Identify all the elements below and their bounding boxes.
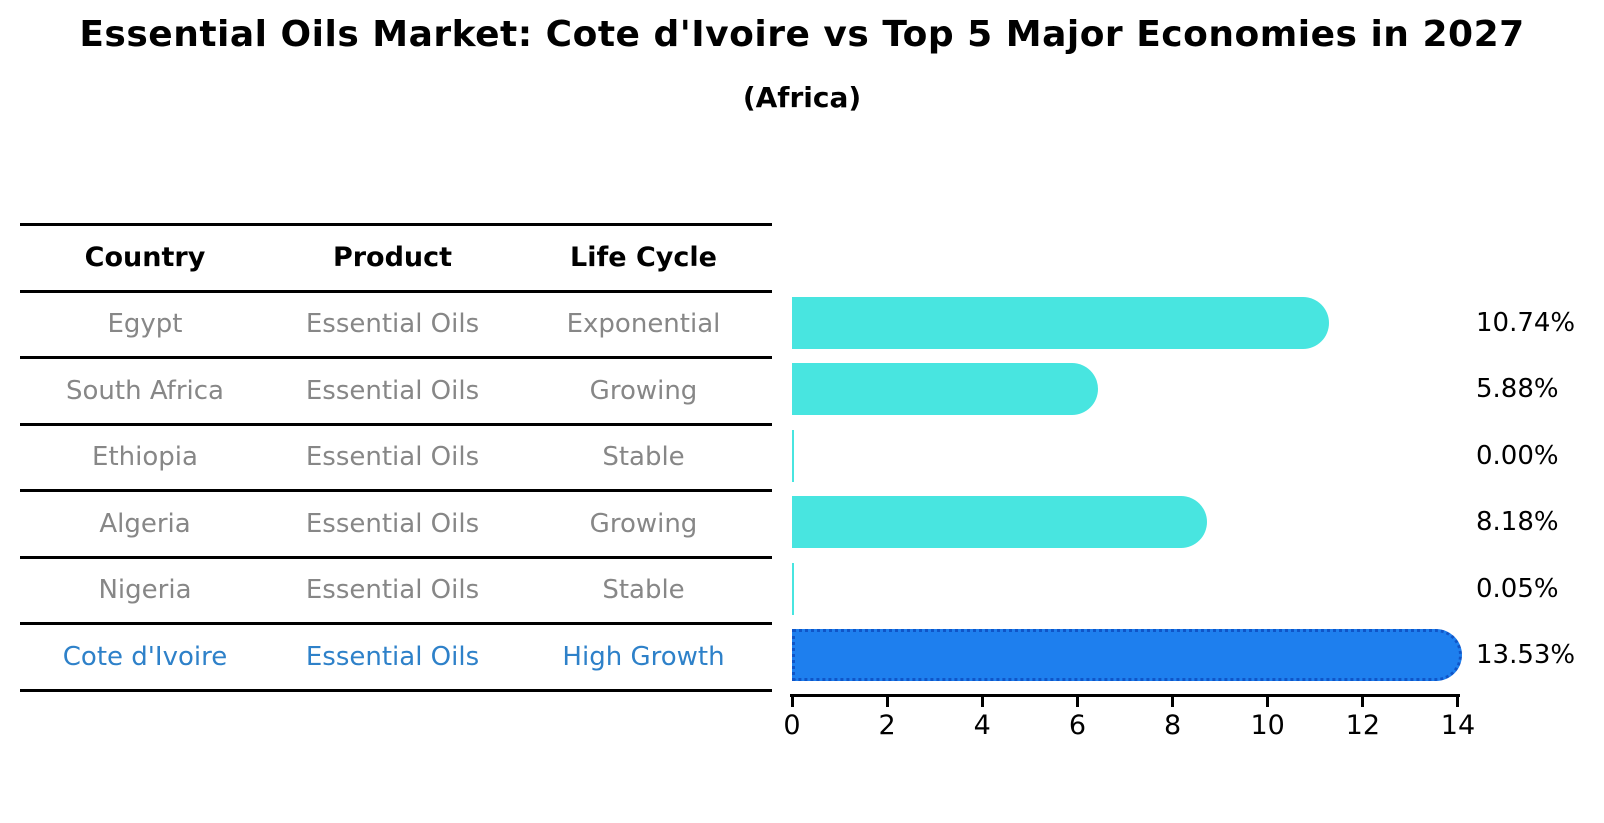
value-label: 0.05% xyxy=(1476,573,1559,604)
x-tick xyxy=(1361,697,1365,707)
lifecycle-cell: High Growth xyxy=(562,641,725,672)
value-label: 10.74% xyxy=(1476,307,1576,338)
country-cell: Ethiopia xyxy=(92,442,198,473)
x-tick-label: 4 xyxy=(973,710,991,741)
x-tick xyxy=(1456,697,1460,707)
product-cell: Essential Oils xyxy=(305,375,480,406)
bar-highlighted xyxy=(792,629,1462,681)
table-row: Egypt Essential Oils Exponential xyxy=(20,289,772,357)
x-tick xyxy=(1075,697,1079,707)
x-tick-label: 8 xyxy=(1163,710,1182,741)
lifecycle-cell: Growing xyxy=(589,375,698,406)
value-label: 13.53% xyxy=(1476,640,1576,670)
bar xyxy=(792,296,1329,349)
bar xyxy=(792,562,795,615)
bar xyxy=(792,496,1208,548)
country-cell: Nigeria xyxy=(98,575,192,606)
product-cell: Essential Oils xyxy=(305,575,480,606)
table-header-lifecycle: Life Cycle xyxy=(570,242,717,274)
table-body: Egypt Essential Oils Exponential South A… xyxy=(20,289,772,689)
table-row: South Africa Essential Oils Growing xyxy=(20,356,772,423)
country-cell: Algeria xyxy=(99,508,191,539)
value-label: 8.18% xyxy=(1476,507,1559,537)
country-cell: Cote d'Ivoire xyxy=(62,641,228,672)
table-header-country: Country xyxy=(84,242,206,274)
x-tick-label: 0 xyxy=(783,710,801,741)
value-label: 5.88% xyxy=(1476,374,1559,404)
product-cell: Essential Oils xyxy=(305,508,480,539)
product-cell: Essential Oils xyxy=(305,309,480,340)
table-row: Algeria Essential Oils Growing xyxy=(20,489,772,556)
table-header-product: Product xyxy=(332,242,453,274)
x-tick-label: 6 xyxy=(1068,710,1086,741)
country-cell: Egypt xyxy=(107,309,183,340)
product-cell: Essential Oils xyxy=(305,641,480,672)
x-tick-label: 2 xyxy=(878,710,896,741)
x-tick xyxy=(790,697,794,707)
info-table: Country Product Life Cycle Egypt Essenti… xyxy=(20,223,772,692)
table-row: Cote d'Ivoire Essential Oils High Growth xyxy=(20,622,772,689)
table-row: Nigeria Essential Oils Stable xyxy=(20,555,772,623)
table-header-row: Country Product Life Cycle xyxy=(20,223,772,290)
bar xyxy=(792,363,1098,415)
x-tick xyxy=(1266,697,1270,707)
value-label: 0.00% xyxy=(1476,440,1559,471)
x-axis-line xyxy=(790,694,1460,697)
lifecycle-cell: Stable xyxy=(602,442,685,473)
country-cell: South Africa xyxy=(66,375,224,406)
product-cell: Essential Oils xyxy=(305,442,480,473)
x-tick xyxy=(885,697,889,707)
lifecycle-cell: Exponential xyxy=(566,309,721,340)
x-tick-label: 12 xyxy=(1345,710,1380,741)
chart-subtitle: (Africa) xyxy=(742,81,862,114)
x-tick xyxy=(980,697,984,707)
bar xyxy=(792,429,794,482)
table-row: Ethiopia Essential Oils Stable xyxy=(20,422,772,490)
chart-title: Essential Oils Market: Cote d'Ivoire vs … xyxy=(79,14,1525,55)
lifecycle-cell: Growing xyxy=(589,508,698,539)
x-tick-label: 10 xyxy=(1250,710,1285,741)
x-tick xyxy=(1171,697,1175,707)
x-tick-label: 14 xyxy=(1440,710,1476,741)
lifecycle-cell: Stable xyxy=(602,575,685,606)
